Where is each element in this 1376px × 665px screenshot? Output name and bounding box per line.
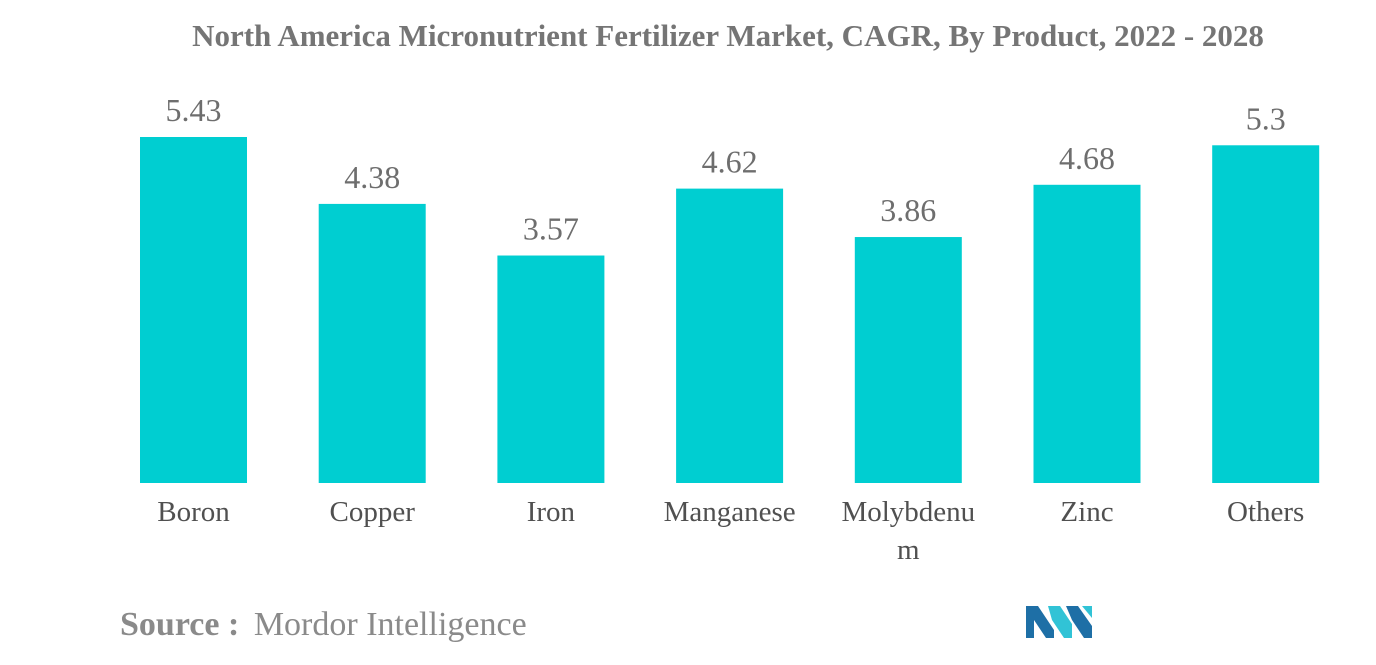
bar (854, 237, 962, 483)
data-label: 4.62 (702, 144, 758, 180)
data-label: 4.68 (1059, 140, 1115, 176)
data-label: 5.3 (1246, 100, 1286, 136)
mordor-intelligence-logo-icon (1026, 606, 1092, 638)
bar (497, 255, 605, 483)
source-value: Mordor Intelligence (253, 606, 527, 643)
category-label: Iron (527, 496, 576, 528)
bar (676, 188, 784, 483)
bar (1033, 184, 1141, 484)
category-label: Molybdenu (841, 496, 975, 528)
bar (1212, 145, 1320, 483)
bar-chart: 5.43 Boron 4.38 Copper 3.57 Iron 4.62 Manganese… (140, 92, 1320, 566)
source-note: Source : Mordor Intelligence (120, 606, 527, 644)
bar (318, 203, 426, 484)
category-label: Zinc (1060, 496, 1113, 528)
data-label: 3.86 (880, 192, 936, 228)
data-label: 3.57 (523, 211, 579, 247)
category-label: m (897, 534, 920, 566)
category-label: Copper (330, 496, 416, 528)
category-label: Boron (157, 496, 230, 528)
chart-title: North America Micronutrient Fertilizer M… (192, 18, 1264, 53)
category-label: Others (1227, 496, 1304, 528)
source-label: Source : (120, 606, 240, 643)
category-label: Manganese (664, 496, 796, 528)
data-label: 4.38 (344, 159, 400, 195)
bar (140, 137, 247, 483)
data-label: 5.43 (166, 92, 222, 128)
